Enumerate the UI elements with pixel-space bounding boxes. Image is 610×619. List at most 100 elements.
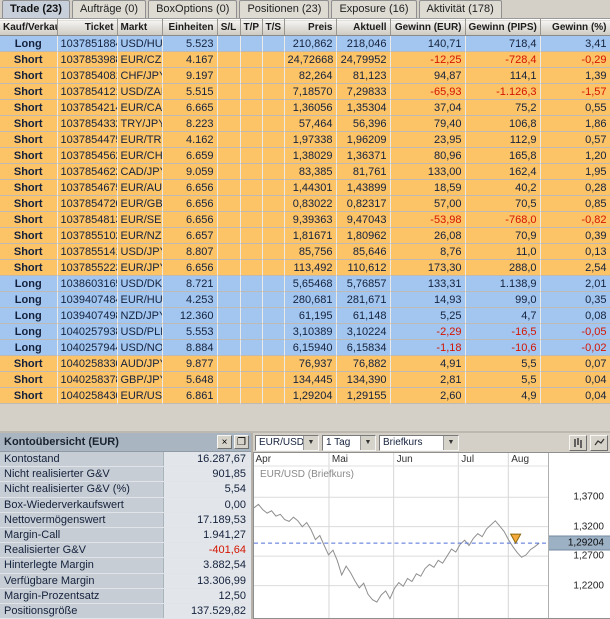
column-header-gewinn_eur[interactable]: Gewinn (EUR) <box>390 19 466 36</box>
cell-gewinn_pct: 1,20 <box>540 147 610 164</box>
cell-markt: USD/JPY <box>117 243 163 260</box>
cell-markt: EUR/CHF <box>117 147 163 164</box>
close-button[interactable]: × <box>217 435 232 449</box>
cell-markt: USD/ZAR <box>117 83 163 100</box>
column-header-preis[interactable]: Preis <box>284 19 337 36</box>
cell-ticket: 1037854081 <box>57 67 118 84</box>
column-header-side[interactable]: Kauf/Verkauf <box>0 19 58 36</box>
column-header-ts[interactable]: T/S <box>262 19 285 36</box>
chart-plot-area[interactable]: EUR/USD (Briefkurs) Apr Mai Jun Jul Aug <box>254 453 548 618</box>
cell-gewinn_pct: 0,04 <box>540 387 610 404</box>
column-header-markt[interactable]: Markt <box>117 19 163 36</box>
column-header-ticket[interactable]: Ticket <box>57 19 118 36</box>
cell-ts <box>262 371 285 388</box>
cell-preis: 85,756 <box>284 243 337 260</box>
price-type-select[interactable]: Briefkurs ▼ <box>379 434 459 451</box>
cell-gewinn_eur: 94,87 <box>390 67 466 84</box>
cell-ticket: 1037854332 <box>57 115 118 132</box>
cell-ts <box>262 147 285 164</box>
cell-aktuell: 81,761 <box>336 163 391 180</box>
cell-gewinn_pct: 0,13 <box>540 243 610 260</box>
y-axis-price-label: 1,3700 <box>573 491 604 503</box>
cell-aktuell: 61,148 <box>336 307 391 324</box>
cell-gewinn_eur: 37,04 <box>390 99 466 116</box>
cell-preis: 1,44301 <box>284 179 337 196</box>
cell-gewinn_eur: 5,25 <box>390 307 466 324</box>
trade-row[interactable]: Long 1039407498 NZD/JPY 12.360 61,195 61,148 5… <box>0 307 610 324</box>
cell-einheiten: 6.656 <box>162 195 218 212</box>
cell-gewinn_eur: 173,30 <box>390 259 466 276</box>
cell-gewinn_pips: 162,4 <box>465 163 541 180</box>
cell-gewinn_pips: 4,7 <box>465 307 541 324</box>
cell-aktuell: 3,10224 <box>336 323 391 340</box>
cell-einheiten: 8.884 <box>162 339 218 356</box>
tab-positionen[interactable]: Positionen (23) <box>239 0 330 18</box>
symbol-select[interactable]: EUR/USD ▼ <box>255 434 319 451</box>
cell-gewinn_pct: 3,41 <box>540 35 610 52</box>
column-header-einheiten[interactable]: Einheiten <box>162 19 218 36</box>
account-row-label: Nettovermögenswert <box>4 513 106 526</box>
cell-preis: 134,445 <box>284 371 337 388</box>
cell-markt: USD/HUF <box>117 35 163 52</box>
column-header-gewinn_pct[interactable]: Gewinn (%) <box>540 19 610 36</box>
column-header-sl[interactable]: S/L <box>217 19 241 36</box>
cell-aktuell: 281,671 <box>336 291 391 308</box>
cell-ticket: 1040257938 <box>57 323 118 340</box>
x-axis-month-label: Mai <box>331 454 349 465</box>
cell-gewinn_pips: 70,9 <box>465 227 541 244</box>
candle-chart-icon[interactable] <box>569 434 587 451</box>
tab-aktivitaet[interactable]: Aktivität (178) <box>418 0 502 18</box>
line-chart-icon[interactable] <box>590 434 608 451</box>
cell-tp <box>240 339 263 356</box>
tab-trade[interactable]: Trade (23) <box>2 0 70 18</box>
cell-einheiten: 6.656 <box>162 179 218 196</box>
cell-tp <box>240 67 263 84</box>
column-header-tp[interactable]: T/P <box>240 19 263 36</box>
cell-gewinn_pips: 165,8 <box>465 147 541 164</box>
period-select[interactable]: 1 Tag ▼ <box>322 434 376 451</box>
cell-gewinn_eur: 18,59 <box>390 179 466 196</box>
cell-tp <box>240 291 263 308</box>
column-header-aktuell[interactable]: Aktuell <box>336 19 391 36</box>
cell-gewinn_eur: 57,00 <box>390 195 466 212</box>
tab-exposure[interactable]: Exposure (16) <box>331 0 417 18</box>
maximize-button[interactable]: ❐ <box>234 435 249 449</box>
cell-tp <box>240 147 263 164</box>
cell-markt: USD/DKK <box>117 275 163 292</box>
trade-row[interactable]: Short1037854622CAD/JPY9.05983,38581,7611… <box>0 163 610 180</box>
cell-side: Short <box>0 259 58 276</box>
cell-ticket: 1037854813 <box>57 211 118 228</box>
trade-row[interactable]: Short 1037854332 TRY/JPY 8.223 57,464 56,396 7… <box>0 115 610 132</box>
tab-boxoptions[interactable]: BoxOptions (0) <box>148 0 238 18</box>
cell-side: Long <box>0 35 58 52</box>
cell-sl <box>217 211 241 228</box>
cell-markt: TRY/JPY <box>117 115 163 132</box>
account-overview-header: Kontoübersicht (EUR) × ❐ <box>0 433 251 452</box>
cell-ts <box>262 195 285 212</box>
tab-auftraege[interactable]: Aufträge (0) <box>71 0 147 18</box>
cell-gewinn_pct: 2,54 <box>540 259 610 276</box>
cell-gewinn_eur: 79,40 <box>390 115 466 132</box>
column-header-gewinn_pips[interactable]: Gewinn (PIPS) <box>465 19 541 36</box>
trade-row[interactable]: Short 1037854081 CHF/JPY 9.197 82,264 81,123 9… <box>0 67 610 84</box>
account-row: Realisierter G&V -401,64 <box>0 543 251 559</box>
